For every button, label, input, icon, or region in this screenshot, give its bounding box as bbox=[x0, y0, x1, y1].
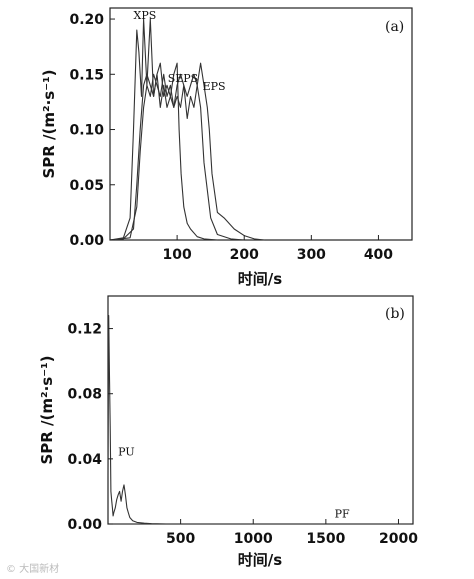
annotation-eps: EPS bbox=[203, 80, 226, 93]
x-tick-label-a: 400 bbox=[364, 247, 393, 263]
x-tick-label-a: 100 bbox=[162, 247, 191, 263]
annotation-pu: PU bbox=[118, 446, 134, 459]
y-tick-label-a: 0.15 bbox=[69, 67, 104, 83]
panel-a: 100 200 300 400 0.00 0.05 0.10 0.15 0.20 (a) 时间… bbox=[40, 7, 413, 288]
series-line-eps bbox=[109, 62, 265, 241]
y-tick-label-a: 0.10 bbox=[69, 123, 104, 139]
panel-label-b: (b) bbox=[385, 306, 405, 322]
plot-frame-b bbox=[107, 295, 414, 525]
plot-frame-a bbox=[109, 7, 413, 241]
x-tick-label-b: 2000 bbox=[379, 531, 418, 547]
x-axis-title-b: 时间/s bbox=[238, 551, 282, 569]
x-axis-title-a: 时间/s bbox=[238, 270, 282, 288]
series-line-xps bbox=[109, 18, 218, 241]
annotation-seps: SEPS bbox=[168, 72, 199, 85]
x-tick-label-a: 300 bbox=[297, 247, 326, 263]
y-tick-label-a: 0.20 bbox=[69, 12, 104, 28]
x-tick-label-b: 1500 bbox=[306, 531, 345, 547]
y-tick-label-b: 0.00 bbox=[67, 517, 102, 533]
series-group-a bbox=[109, 18, 265, 241]
series-line-seps bbox=[109, 62, 245, 241]
y-tick-label-b: 0.04 bbox=[67, 452, 102, 468]
x-tick-label-a: 200 bbox=[230, 247, 259, 263]
y-tick-label-a: 0.00 bbox=[69, 233, 104, 249]
panel-b: 500 1000 1500 2000 0.00 0.04 0.08 0.12 (b) 时间/… bbox=[38, 295, 418, 569]
y-tick-label-b: 0.12 bbox=[67, 322, 102, 338]
y-tick-label-a: 0.05 bbox=[69, 178, 104, 194]
y-axis-title-b: SPR /(m²·s⁻¹) bbox=[38, 355, 56, 464]
y-axis-title-a: SPR /(m²·s⁻¹) bbox=[40, 69, 58, 178]
y-tick-label-b: 0.08 bbox=[67, 387, 102, 403]
series-line-pu bbox=[107, 314, 167, 525]
watermark: © 大国新材 bbox=[6, 564, 60, 575]
x-tick-label-b: 500 bbox=[166, 531, 195, 547]
annotation-xps: XPS bbox=[133, 9, 156, 22]
series-group-b bbox=[107, 314, 411, 525]
panel-label-a: (a) bbox=[385, 19, 404, 35]
annotation-pf: PF bbox=[335, 507, 350, 520]
x-tick-label-b: 1000 bbox=[234, 531, 273, 547]
